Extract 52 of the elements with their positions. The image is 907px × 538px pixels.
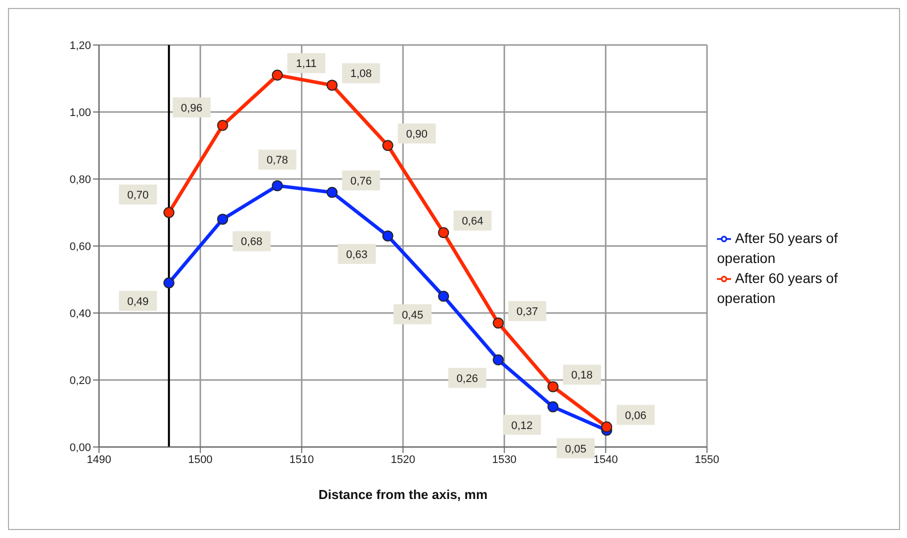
data-label: 0,76 [350, 175, 372, 188]
x-tick-label: 1510 [289, 454, 314, 466]
point [601, 421, 612, 432]
y-tick-label: 0,40 [70, 308, 91, 320]
data-label: 0,37 [516, 306, 538, 318]
point [547, 381, 558, 392]
x-tick-label: 1520 [390, 454, 416, 466]
y-tick-label: 0,60 [70, 240, 91, 253]
point [163, 207, 174, 218]
y-tick-label: 0,00 [70, 442, 91, 454]
data-label: 0,26 [456, 372, 478, 385]
point [217, 214, 228, 225]
data-label: 0,68 [240, 236, 262, 248]
point [326, 80, 338, 91]
data-label: 0,18 [571, 370, 593, 382]
data-label: 0,49 [127, 296, 149, 308]
legend-label: After 60 years of operation [717, 270, 838, 306]
point [492, 318, 504, 329]
x-tick-label: 1550 [694, 454, 720, 466]
point [438, 290, 450, 302]
point [326, 186, 338, 198]
data-label: 0,06 [624, 410, 646, 422]
data-label: 0,05 [564, 443, 586, 456]
point [547, 401, 558, 412]
data-label: 0,70 [127, 190, 149, 202]
y-tick-label: 0,80 [70, 174, 91, 186]
y-tick-label: 1,00 [70, 106, 91, 119]
point [163, 277, 174, 288]
point [492, 354, 504, 366]
data-label: 1,08 [350, 68, 372, 80]
data-label: 1,11 [296, 58, 317, 70]
legend-label: After 50 years of operation [717, 230, 838, 266]
point [382, 140, 394, 151]
point [438, 227, 450, 238]
x-tick-label: 1490 [86, 454, 112, 466]
data-label: 0,78 [266, 154, 288, 167]
y-tick-label: 1,20 [70, 40, 91, 52]
data-label: 0,64 [462, 216, 484, 228]
data-label: 0,45 [402, 309, 424, 322]
point [217, 120, 228, 131]
point [272, 70, 283, 81]
data-label: 0,96 [180, 102, 202, 114]
x-axis-title: Distance from the axis, mm [318, 487, 488, 502]
data-label: 0,12 [511, 420, 533, 432]
point [382, 230, 394, 242]
point [272, 180, 283, 192]
y-tick-label: 0,20 [70, 374, 91, 387]
data-label: 0,63 [346, 248, 368, 261]
x-tick-label: 1530 [492, 454, 517, 466]
data-label: 0,90 [406, 128, 428, 140]
x-tick-label: 1500 [188, 454, 213, 466]
x-tick-label: 1540 [593, 454, 618, 466]
